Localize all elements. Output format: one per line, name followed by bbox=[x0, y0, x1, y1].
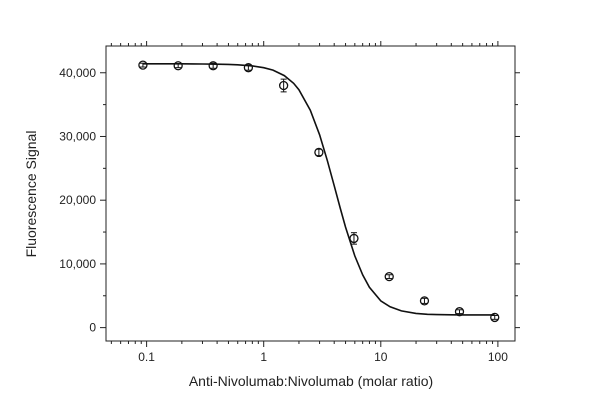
data-points-layer bbox=[138, 60, 500, 323]
data-marker bbox=[384, 271, 394, 282]
data-point bbox=[243, 63, 254, 73]
x-tick-label: 0.1 bbox=[138, 350, 155, 364]
fit-curve-layer bbox=[142, 63, 495, 316]
data-marker bbox=[208, 61, 218, 71]
y-tick-label: 30,000 bbox=[59, 129, 96, 143]
data-point bbox=[349, 232, 359, 245]
x-tick-label: 100 bbox=[488, 350, 508, 364]
data-marker bbox=[138, 60, 148, 70]
data-point bbox=[314, 147, 324, 158]
x-tick-label: 10 bbox=[374, 350, 388, 364]
data-point bbox=[490, 312, 500, 323]
data-marker bbox=[490, 312, 500, 323]
data-marker bbox=[278, 80, 289, 91]
plot-border bbox=[105, 45, 516, 342]
x-axis-title: Anti-Nivolumab:Nivolumab (molar ratio) bbox=[189, 373, 433, 389]
data-marker bbox=[454, 307, 465, 317]
data-point bbox=[278, 78, 289, 93]
data-marker bbox=[243, 63, 254, 73]
data-point bbox=[208, 61, 218, 71]
data-marker bbox=[419, 296, 430, 306]
y-tick-label: 40,000 bbox=[59, 66, 96, 80]
data-marker bbox=[314, 147, 324, 158]
data-point bbox=[454, 307, 465, 317]
data-point bbox=[173, 61, 183, 71]
plot-frame bbox=[105, 45, 516, 342]
data-marker bbox=[173, 61, 183, 71]
x-tick-label: 1 bbox=[260, 350, 267, 364]
y-tick-label: 10,000 bbox=[59, 257, 96, 271]
y-tick-label: 0 bbox=[89, 321, 96, 335]
axis-ticks: 0.1 1 10 100 0 10,000 20,000 30,000 40,000 bbox=[59, 41, 520, 364]
fit-curve-line bbox=[142, 63, 495, 316]
data-marker bbox=[349, 233, 359, 244]
y-axis-title: Fluorescence Signal bbox=[23, 131, 39, 258]
data-point bbox=[384, 271, 394, 282]
y-tick-label: 20,000 bbox=[59, 193, 96, 207]
data-point bbox=[138, 60, 148, 70]
data-point bbox=[419, 296, 430, 306]
